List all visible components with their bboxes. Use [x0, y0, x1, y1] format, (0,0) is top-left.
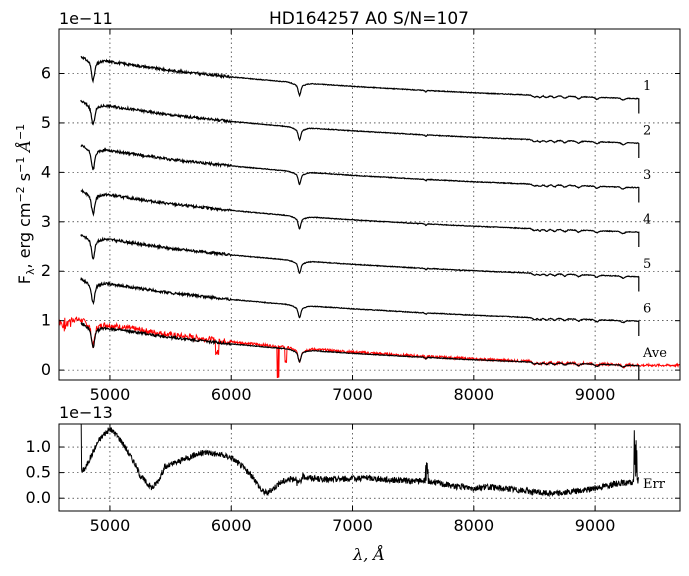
series-line-4 — [80, 188, 640, 247]
bottom-x-tick-label: 6000 — [211, 516, 252, 535]
top-y-tick-label: 6 — [41, 63, 51, 82]
y-axis-label-main: F — [15, 275, 34, 284]
err-series-line — [80, 423, 640, 498]
top-axes: 5000 6000 7000 8000 9000 0 1 2 3 4 5 6 HD164257 A0 … — [14, 9, 681, 404]
y-axis-label-exp3: −1 — [14, 124, 27, 140]
y-axis-label-rest: , erg cm — [15, 203, 34, 269]
y-axis-label-exp1: −2 — [14, 186, 27, 202]
top-x-tick-label: 7000 — [332, 385, 373, 404]
y-axis-label-sub: λ — [24, 268, 37, 275]
series-line-3 — [80, 144, 640, 203]
top-y-tick-label: 2 — [41, 261, 51, 280]
x-axis-label-lambda: λ — [352, 545, 363, 564]
top-offset-label: 1e−11 — [59, 9, 113, 28]
series-observed — [58, 316, 681, 378]
series-line-5 — [80, 234, 640, 292]
bottom-y-tick-label: 1.0 — [26, 437, 51, 456]
series-line-1 — [80, 55, 640, 114]
bottom-grid — [59, 424, 680, 511]
top-grid — [59, 29, 680, 380]
series-line-6 — [80, 277, 640, 336]
top-ticks: 5000 6000 7000 8000 9000 0 1 2 3 4 5 6 — [41, 29, 680, 404]
bottom-offset-label: 1e−13 — [59, 403, 113, 422]
bottom-x-tick-label: 8000 — [453, 516, 494, 535]
top-y-tick-label: 0 — [41, 360, 51, 379]
y-axis-label: Fλ, erg cm−2 s−1 Å−1 — [14, 124, 37, 284]
top-axes-frame — [58, 28, 681, 381]
y-axis-label-s: s — [15, 173, 34, 186]
series-label-4: 4 — [643, 212, 651, 227]
top-x-tick-label: 5000 — [90, 385, 131, 404]
bottom-ticks: 5000 6000 7000 8000 9000 0.0 0.5 1.0 — [26, 424, 680, 535]
top-y-tick-label: 4 — [41, 162, 51, 181]
bottom-x-tick-label: 9000 — [575, 516, 616, 535]
bottom-x-tick-label: 7000 — [332, 516, 373, 535]
y-axis-label-angstrom: Å — [14, 140, 34, 157]
bottom-y-tick-label: 0.0 — [26, 488, 51, 507]
top-y-tick-label: 1 — [41, 311, 51, 330]
top-y-tick-label: 5 — [41, 113, 51, 132]
top-series — [58, 55, 681, 381]
top-x-tick-label: 9000 — [575, 385, 616, 404]
x-axis-label-rest: , Å — [363, 544, 385, 564]
top-y-tick-label: 3 — [41, 212, 51, 231]
series-label-2: 2 — [643, 123, 651, 138]
series-label-ave: Ave — [642, 346, 667, 361]
series-label-1: 1 — [643, 79, 651, 94]
series-label-3: 3 — [643, 168, 651, 183]
series-label-6: 6 — [643, 301, 651, 316]
chart-title: HD164257 A0 S/N=107 — [269, 9, 469, 29]
top-x-tick-label: 8000 — [453, 385, 494, 404]
top-x-tick-label: 6000 — [211, 385, 252, 404]
x-axis-label: λ, Å — [352, 544, 385, 564]
err-label: Err — [643, 477, 666, 492]
bottom-series — [80, 423, 640, 498]
bottom-y-tick-label: 0.5 — [26, 463, 51, 482]
y-axis-label-exp2: −1 — [14, 157, 27, 173]
series-label-5: 5 — [643, 257, 651, 272]
bottom-axes-frame — [58, 423, 681, 512]
bottom-x-tick-label: 5000 — [90, 516, 131, 535]
top-series-labels: 1 2 3 4 5 6 Ave — [642, 79, 667, 361]
series-line-ave — [80, 321, 640, 381]
series-line-2 — [80, 99, 640, 158]
